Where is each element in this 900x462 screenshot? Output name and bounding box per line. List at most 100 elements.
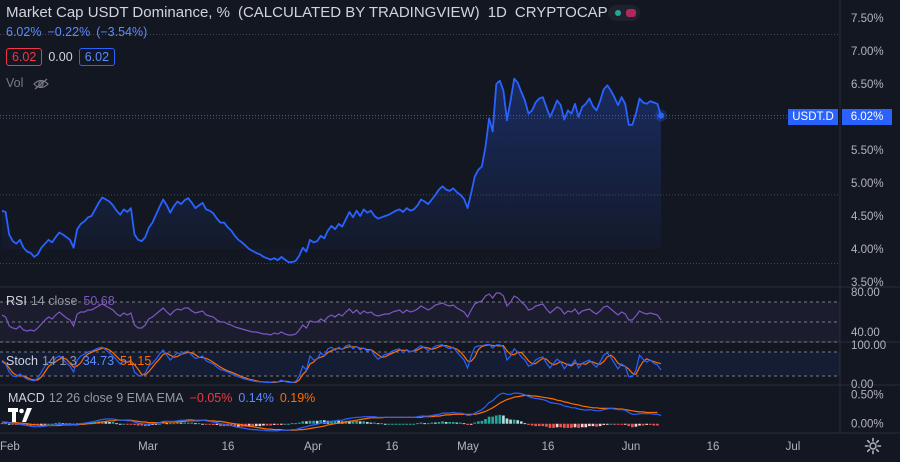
macd-histogram-bar [14,423,18,425]
rsi-legend[interactable]: RSI 14 close 50.68 [6,294,115,308]
last-point [658,112,664,119]
macd-histogram-bar [151,423,154,425]
change-percent: (−3.54%) [96,25,148,39]
macd-histogram-bar [272,423,276,425]
macd-histogram-bar [602,423,606,425]
macd-histogram-bar [190,422,194,424]
buy-button[interactable]: 6.02 [78,48,116,66]
macd-tick-label: 0.50% [851,389,884,401]
macd-histogram-bar [254,423,258,427]
macd-histogram-bar [562,423,566,428]
eye-off-icon[interactable] [33,78,49,90]
macd-histogram-bar [426,423,430,425]
macd-histogram-bar [516,420,520,424]
macd-histogram-bar [251,423,255,427]
stoch-legend[interactable]: Stoch 14 1 3 34.73 51.15 [6,354,151,368]
bid-ask-row: 6.02 0.00 6.02 [6,48,116,66]
macd-legend[interactable]: MACD 12 26 close 9 EMA EMA −0.05% 0.14% 0.19… [8,391,315,405]
rsi-line [1,292,662,336]
macd-histogram-bar [448,421,452,424]
macd-histogram-bar [176,422,179,424]
macd-histogram-bar [50,423,54,425]
macd-histogram-bar [43,423,47,425]
macd-histogram-bar [401,423,405,425]
macd-histogram-bar [348,420,351,424]
macd-histogram-bar [613,423,616,425]
stoch-params: 14 1 3 [41,354,77,368]
macd-histogram-bar [469,423,473,425]
macd-histogram-bar [140,423,144,426]
macd-histogram-bar [559,423,563,428]
spread-value: 0.00 [48,50,73,64]
macd-histogram-bar [408,423,412,425]
tradingview-logo[interactable] [8,407,32,425]
macd-tick-label: 0.00% [851,419,884,431]
macd-histogram-bar [473,422,477,424]
macd-histogram-bar [534,423,537,427]
macd-histogram-bar [258,423,262,427]
macd-histogram-bar [301,421,305,424]
macd-histogram-bar [462,423,466,425]
macd-histogram-bar [552,423,555,428]
macd-histogram-bar [373,422,376,424]
macd-histogram-bar [437,421,441,424]
symbol-title[interactable]: Market Cap USDT Dominance, % [6,4,230,21]
rsi-tick-label: 80.00 [851,287,880,299]
gear-icon[interactable] [864,437,882,455]
macd-histogram-bar [40,423,43,425]
sell-button[interactable]: 6.02 [6,48,43,66]
macd-histogram-bar [638,423,641,426]
stoch-tick-label: 0.00 [851,379,873,391]
macd-histogram-bar [577,423,580,428]
x-tick-label: Jul [786,441,801,453]
macd-histogram-bar [434,422,437,424]
macd-histogram-bar [337,420,340,424]
rsi-name: RSI [6,294,27,308]
macd-histogram-bar [179,422,183,424]
macd-histogram-bar [265,423,269,426]
macd-histogram-bar [330,420,333,424]
macd-histogram-bar [111,421,115,424]
macd-histogram-bar [455,422,459,424]
macd-histogram-bar [566,423,570,428]
macd-histogram-bar [54,423,58,425]
macd-histogram-bar [355,420,358,424]
macd-params: 12 26 close 9 EMA EMA [48,391,184,405]
market-status-icon[interactable] [608,5,640,21]
macd-histogram-bar [541,423,545,427]
macd-histogram-bar [75,423,79,425]
y-tick-label: 7.00% [851,46,884,58]
macd-histogram-bar [616,423,620,425]
macd-histogram-bar [491,416,495,424]
macd-histogram-bar [595,423,598,427]
macd-histogram-bar [423,423,426,425]
interval[interactable]: 1D [487,4,507,21]
macd-histogram-bar [419,422,423,424]
macd-histogram-bar [65,423,68,425]
macd-histogram-bar [398,423,401,425]
macd-histogram-bar [380,423,383,425]
macd-histogram-bar [652,423,656,426]
macd-histogram-bar [133,423,136,425]
rsi-params: 14 close [30,294,78,308]
macd-histogram-bar [369,422,373,424]
macd-histogram-bar [219,423,222,427]
macd-histogram-bar [394,423,398,425]
macd-histogram-bar [204,423,208,425]
y-tick-label: 5.50% [851,145,884,157]
macd-histogram-bar [4,423,7,425]
macd-histogram-bar [484,419,487,424]
macd-histogram-bar [11,423,15,425]
macd-histogram-bar [158,423,161,425]
last-value: 6.02% [6,25,42,39]
macd-histogram-bar [297,422,301,424]
macd-histogram-bar [290,423,294,425]
price-tag-value: 6.02% [842,109,892,125]
macd-hist-value: −0.05% [189,391,233,405]
macd-histogram-bar [387,423,391,425]
y-tick-label: 6.50% [851,79,884,91]
macd-histogram-bar [276,423,280,425]
macd-histogram-bar [376,423,380,425]
macd-histogram-bar [530,423,534,426]
